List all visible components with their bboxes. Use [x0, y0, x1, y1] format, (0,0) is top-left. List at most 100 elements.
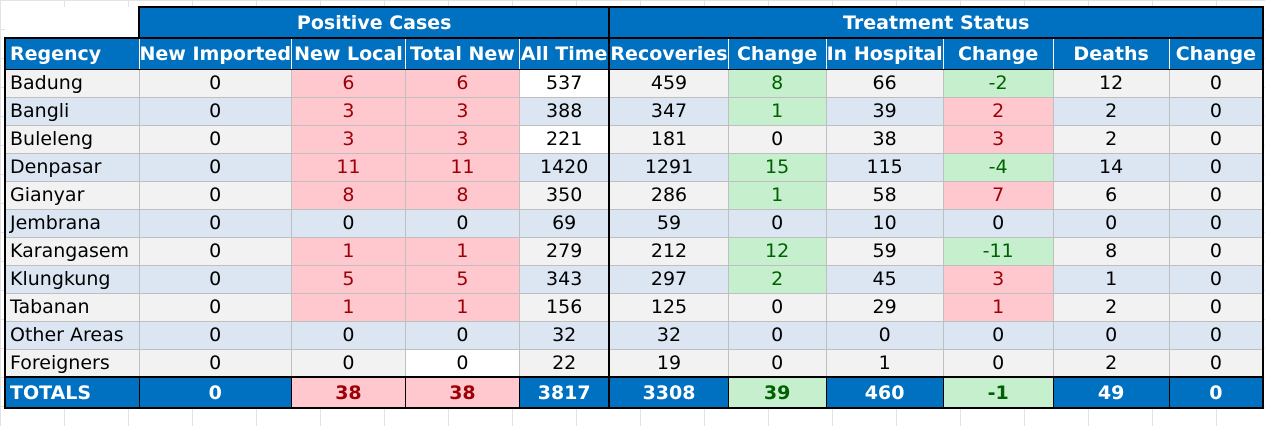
total-recoveries-change: 39 — [728, 376, 827, 409]
cell-recoveries: 59 — [608, 209, 729, 238]
cell-in-hospital: 45 — [826, 265, 944, 294]
totals-label: TOTALS — [4, 376, 140, 409]
cell-all-time: 279 — [519, 237, 610, 266]
total-total-new: 38 — [405, 376, 520, 409]
regency-name: Gianyar — [4, 181, 140, 210]
cell-new-local: 3 — [291, 125, 406, 154]
col-header-deaths-change: Change — [1169, 38, 1265, 70]
regency-name: Tabanan — [4, 293, 140, 322]
cell-new-imported: 0 — [139, 349, 292, 378]
col-header-new-local: New Local — [291, 38, 406, 70]
cell-total-new: 0 — [405, 209, 520, 238]
table-row: Jembrana 0 0 0 69 59 0 10 0 0 0 — [4, 209, 1265, 238]
group-header-positive-cases: Positive Cases — [137, 6, 611, 39]
cell-in-hospital: 39 — [826, 97, 944, 126]
cell-in-hospital: 10 — [826, 209, 944, 238]
cell-in-hospital: 59 — [826, 237, 944, 266]
regency-name: Denpasar — [4, 153, 140, 182]
cell-deaths: 8 — [1053, 237, 1170, 266]
cell-new-local: 3 — [291, 97, 406, 126]
total-new-local: 38 — [291, 376, 406, 409]
cell-all-time: 350 — [519, 181, 610, 210]
cell-deaths: 2 — [1053, 293, 1170, 322]
cell-total-new: 8 — [405, 181, 520, 210]
cell-total-new: 3 — [405, 125, 520, 154]
col-header-deaths: Deaths — [1053, 38, 1170, 70]
cell-new-imported: 0 — [139, 237, 292, 266]
cell-total-new: 6 — [405, 69, 520, 98]
cell-hospital-change: 0 — [943, 349, 1054, 378]
cell-new-local: 5 — [291, 265, 406, 294]
cell-hospital-change: 7 — [943, 181, 1054, 210]
cell-total-new: 5 — [405, 265, 520, 294]
group-header-treatment-status: Treatment Status — [608, 6, 1265, 39]
cell-new-local: 0 — [291, 349, 406, 378]
cell-hospital-change: -2 — [943, 69, 1054, 98]
regency-name: Badung — [4, 69, 140, 98]
cell-all-time: 343 — [519, 265, 610, 294]
cell-hospital-change: -11 — [943, 237, 1054, 266]
table-row: Tabanan 0 1 1 156 125 0 29 1 2 0 — [4, 293, 1265, 322]
cell-recoveries: 212 — [608, 237, 729, 266]
col-header-recoveries-change: Change — [728, 38, 827, 70]
regency-name: Klungkung — [4, 265, 140, 294]
cell-hospital-change: 3 — [943, 125, 1054, 154]
col-header-in-hospital: In Hospital — [826, 38, 944, 70]
cell-recoveries: 286 — [608, 181, 729, 210]
cell-in-hospital: 29 — [826, 293, 944, 322]
cell-new-imported: 0 — [139, 125, 292, 154]
cell-deaths-change: 0 — [1169, 237, 1265, 266]
table-row: Other Areas 0 0 0 32 32 0 0 0 0 0 — [4, 321, 1265, 350]
cell-deaths: 2 — [1053, 125, 1170, 154]
cell-recoveries: 297 — [608, 265, 729, 294]
cell-deaths-change: 0 — [1169, 293, 1265, 322]
total-deaths-change: 0 — [1169, 376, 1265, 409]
cell-new-local: 0 — [291, 321, 406, 350]
cell-recoveries: 125 — [608, 293, 729, 322]
cell-deaths: 1 — [1053, 265, 1170, 294]
cell-recoveries: 1291 — [608, 153, 729, 182]
cell-new-imported: 0 — [139, 209, 292, 238]
cell-hospital-change: 0 — [943, 321, 1054, 350]
cell-deaths-change: 0 — [1169, 181, 1265, 210]
cell-recoveries-change: 0 — [728, 125, 827, 154]
total-hospital-change: -1 — [943, 376, 1054, 409]
cell-new-local: 1 — [291, 237, 406, 266]
regency-name: Bangli — [4, 97, 140, 126]
cell-deaths: 14 — [1053, 153, 1170, 182]
total-in-hospital: 460 — [826, 376, 944, 409]
table-row: Karangasem 0 1 1 279 212 12 59 -11 8 0 — [4, 237, 1265, 266]
cell-in-hospital: 1 — [826, 349, 944, 378]
cell-hospital-change: 3 — [943, 265, 1054, 294]
cell-deaths: 6 — [1053, 181, 1170, 210]
cell-all-time: 32 — [519, 321, 610, 350]
cell-total-new: 1 — [405, 237, 520, 266]
cell-deaths-change: 0 — [1169, 349, 1265, 378]
col-header-all-time: All Time — [519, 38, 610, 70]
cell-total-new: 0 — [405, 321, 520, 350]
cell-all-time: 156 — [519, 293, 610, 322]
cell-in-hospital: 115 — [826, 153, 944, 182]
regency-name: Karangasem — [4, 237, 140, 266]
cell-all-time: 1420 — [519, 153, 610, 182]
group-header-row: Positive Cases Treatment Status — [5, 6, 1265, 39]
cell-new-local: 6 — [291, 69, 406, 98]
table-row: Bangli 0 3 3 388 347 1 39 2 2 0 — [4, 97, 1265, 126]
cell-total-new: 1 — [405, 293, 520, 322]
cell-new-local: 11 — [291, 153, 406, 182]
cell-recoveries-change: 0 — [728, 349, 827, 378]
cell-new-imported: 0 — [139, 265, 292, 294]
cell-recoveries-change: 12 — [728, 237, 827, 266]
col-header-regency: Regency — [4, 38, 140, 70]
cell-hospital-change: -4 — [943, 153, 1054, 182]
cell-hospital-change: 0 — [943, 209, 1054, 238]
cell-deaths-change: 0 — [1169, 153, 1265, 182]
table-row: Foreigners 0 0 0 22 19 0 1 0 2 0 — [4, 349, 1265, 378]
total-all-time: 3817 — [519, 376, 610, 409]
cell-recoveries-change: 0 — [728, 293, 827, 322]
cell-new-imported: 0 — [139, 153, 292, 182]
cell-deaths-change: 0 — [1169, 265, 1265, 294]
cell-all-time: 537 — [519, 69, 610, 98]
cell-new-local: 8 — [291, 181, 406, 210]
cell-new-imported: 0 — [139, 321, 292, 350]
